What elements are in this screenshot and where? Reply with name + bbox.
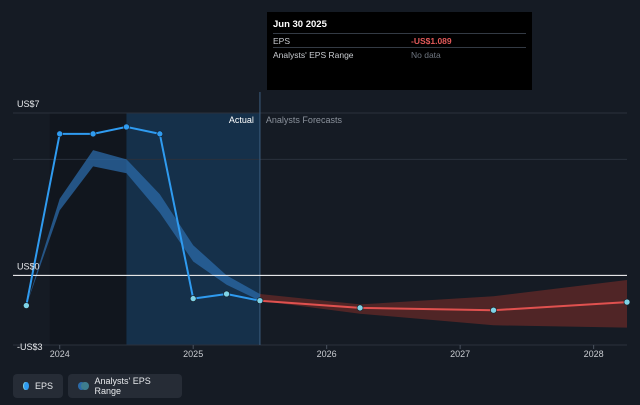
axis-labels: US$7 US$0 -US$3 2024 2025 2026 2027 2028 [17,99,604,359]
series-0-point-4 [156,130,164,138]
actual-period-band [126,113,260,345]
series-0-point-2 [89,130,97,138]
y-tick-label-0: US$7 [17,99,40,109]
tooltip-row-range: Analysts' EPS Range No data [273,47,526,61]
legend-eps-button[interactable]: EPS [13,374,63,398]
analysts-forecasts-label: Analysts Forecasts [266,115,343,125]
series-0-point-5 [189,295,197,302]
tooltip-range-value: No data [411,49,441,60]
actual-label: Actual [229,115,254,125]
range-band-forecast [259,280,627,328]
series-1-point-0 [256,297,264,304]
series-1-point-3 [623,298,631,306]
range-dot-icon-2 [81,382,89,390]
x-tick-label-3: 2027 [450,349,470,359]
x-tick-label-2: 2026 [317,349,337,359]
eps-series-group [23,123,631,314]
series-1-point-1 [356,304,364,312]
legend-range-button[interactable]: Analysts' EPS Range [68,374,182,398]
x-tick-label-0: 2024 [50,349,70,359]
eps-dot-icon-2 [23,382,29,390]
series-0-point-0 [23,302,30,309]
series-0-point-1 [56,130,64,138]
range-band-actual [26,150,260,306]
legend-eps-label: EPS [34,381,53,391]
x-tick-label-1: 2025 [183,349,203,359]
series-line-1 [259,299,628,312]
legend-range-label: Analysts' EPS Range [94,376,151,396]
tooltip-row-eps: EPS -US$1.089 [273,33,526,47]
tooltip-eps-label: EPS [273,35,291,46]
series-0-point-3 [123,123,130,131]
y-tick-label-1: US$0 [17,261,40,271]
series-line-0 [25,125,261,306]
tooltip: Jun 30 2025 EPS -US$1.089 Analysts' EPS … [267,12,532,90]
series-0-point-6 [223,290,230,298]
tooltip-eps-value: -US$1.089 [411,35,452,46]
x-tick-label-4: 2028 [584,349,604,359]
y-tick-label-2: -US$3 [17,342,43,352]
series-1-point-2 [490,306,497,314]
analysts-eps-range-band [26,150,627,328]
tooltip-range-label: Analysts' EPS Range [273,49,354,60]
hover-highlight-band [49,113,127,345]
tooltip-date: Jun 30 2025 [273,19,327,30]
